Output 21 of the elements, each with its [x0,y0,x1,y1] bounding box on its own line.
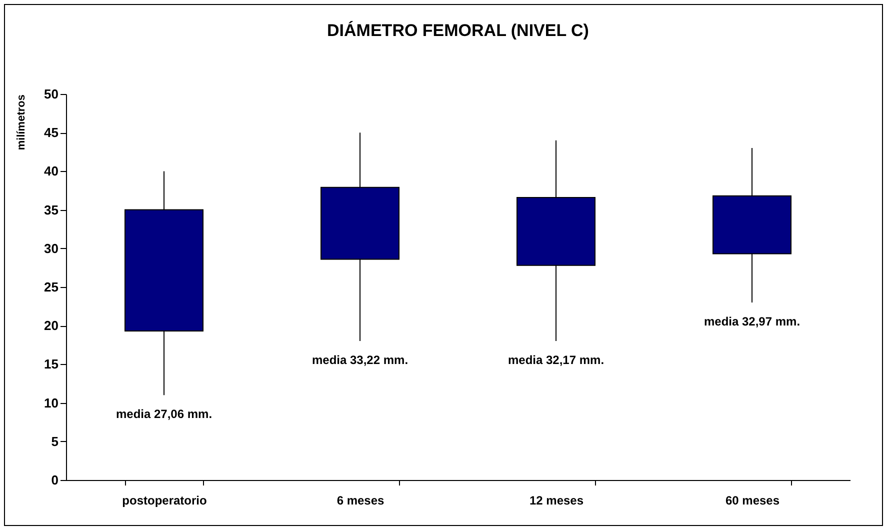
y-tick-label: 5 [51,434,58,449]
x-tick-label: postoperatorio [122,494,207,508]
x-tick-label: 60 meses [725,494,780,508]
annotation: media 27,06 mm. [116,407,212,422]
annotation: media 32,97 mm. [704,314,800,328]
y-tick-label: 20 [44,318,58,334]
annotation: media 33,22 mm. [312,353,408,368]
y-tick-label: 25 [44,280,58,294]
y-tick-label: 45 [44,125,58,140]
y-tick-label: 40 [44,164,58,179]
annotation: media 32,17 mm. [508,353,604,368]
y-tick-label: 10 [44,395,58,410]
y-tick-label: 50 [44,86,58,102]
chart-title: DIÁMETRO FEMORAL (NIVEL C) [327,20,589,40]
x-tick-label: 12 meses [529,494,584,508]
x-tick-label: 6 meses [336,494,385,508]
y-tick-label: 15 [44,356,58,372]
y-tick-label: 30 [44,240,58,256]
y-tick-label: 35 [44,202,58,218]
y-axis-title: milímetros [16,94,28,150]
y-tick-label: 0 [51,472,58,488]
